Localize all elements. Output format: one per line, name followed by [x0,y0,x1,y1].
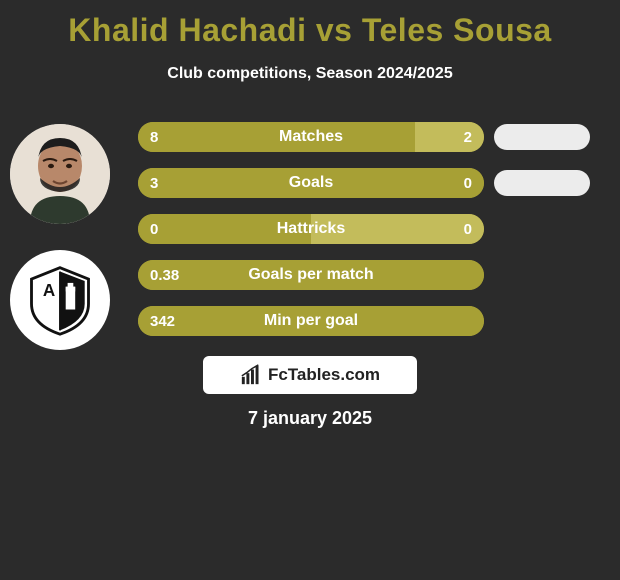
club-badge: A [10,250,110,350]
winner-column [494,122,604,354]
avatar-column: A [10,124,120,376]
stat-label: Goals per match [138,260,484,290]
date-caption: 7 january 2025 [0,408,620,429]
stat-row: 342Min per goal [138,306,484,336]
stat-label: Min per goal [138,306,484,336]
winner-pill [494,170,590,196]
stats-bars: 82Matches 30Goals 00Hattricks 0.38Goals per… [138,122,484,352]
player-avatar-icon [10,124,110,224]
stat-label: Hattricks [138,214,484,244]
chart-icon [240,364,262,386]
svg-text:A: A [43,281,55,300]
club-badge-icon: A [22,262,98,338]
subtitle: Club competitions, Season 2024/2025 [0,65,620,83]
page-title: Khalid Hachadi vs Teles Sousa [0,0,620,49]
stat-row: 82Matches [138,122,484,152]
stat-row: 00Hattricks [138,214,484,244]
branding-text: FcTables.com [268,365,380,385]
stat-label: Matches [138,122,484,152]
player-avatar [10,124,110,224]
branding-badge: FcTables.com [203,356,417,394]
comparison-infographic: Khalid Hachadi vs Teles Sousa Club compe… [0,0,620,580]
stat-label: Goals [138,168,484,198]
winner-pill [494,124,590,150]
stat-row: 0.38Goals per match [138,260,484,290]
stat-row: 30Goals [138,168,484,198]
